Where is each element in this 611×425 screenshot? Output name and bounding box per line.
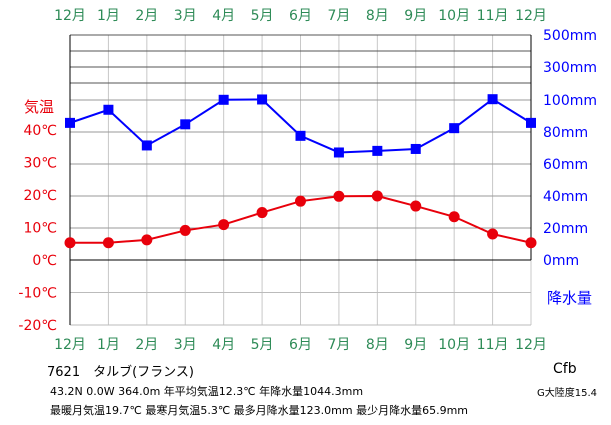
precipitation-point: [295, 130, 306, 141]
precipitation-point: [372, 145, 383, 156]
temperature-point: [487, 228, 499, 240]
temperature-point: [179, 224, 191, 236]
month-label: 7月: [327, 8, 350, 24]
temperature-point: [218, 219, 230, 231]
month-label: 2月: [135, 337, 158, 353]
month-label: 12月: [515, 8, 547, 24]
precipitation-point: [333, 147, 344, 158]
temperature-point: [102, 237, 114, 249]
temperature-point: [371, 190, 383, 202]
temperature-point: [448, 211, 460, 223]
precipitation-axis-title: 降水量: [547, 289, 592, 307]
month-label: 1月: [97, 337, 120, 353]
temperature-tick-label: 20℃: [23, 188, 57, 204]
month-label: 5月: [251, 8, 274, 24]
precipitation-tick-label: 100mm: [543, 93, 597, 109]
precipitation-point: [410, 143, 421, 154]
station-name: 7621 タルブ(フランス): [47, 365, 194, 380]
grid-lines: [69, 34, 532, 326]
temperature-axis-title: 気温: [24, 98, 54, 116]
temperature-point: [410, 200, 422, 212]
precipitation-point: [65, 117, 75, 128]
month-label: 6月: [289, 8, 312, 24]
temperature-point: [64, 237, 76, 249]
precipitation-point: [180, 119, 191, 130]
month-label: 4月: [212, 337, 235, 353]
temperature-tick-label: 0℃: [32, 253, 57, 269]
temperature-tick-label: 40℃: [23, 123, 57, 139]
month-label: 3月: [174, 337, 197, 353]
month-label: 9月: [404, 337, 427, 353]
month-label: 7月: [327, 337, 350, 353]
temperature-tick-label: -10℃: [18, 286, 57, 302]
temperature-tick-label: 30℃: [23, 156, 57, 172]
month-label: 11月: [477, 8, 509, 24]
precipitation-tick-label: 500mm: [543, 28, 597, 44]
month-labels-top: 12月 1月 2月 3月 4月 5月 6月 7月 8月 9月 10月 11月 12月: [54, 8, 547, 24]
temperature-tick-labels: 40℃ 30℃ 20℃ 10℃ 0℃ -10℃ -20℃: [18, 123, 57, 334]
temperature-point: [141, 234, 153, 246]
month-label: 3月: [174, 8, 197, 24]
temperature-point: [256, 207, 268, 219]
month-label: 6月: [289, 337, 312, 353]
temperature-tick-label: 10℃: [23, 221, 57, 237]
precipitation-point: [218, 94, 229, 105]
temperature-point: [295, 195, 306, 207]
month-label: 1月: [97, 8, 120, 24]
temperature-series: [64, 190, 537, 249]
precipitation-point: [103, 104, 114, 115]
precipitation-point: [526, 117, 536, 128]
month-label: 2月: [135, 8, 158, 24]
month-label: 4月: [212, 8, 235, 24]
precipitation-tick-label: 80mm: [543, 125, 588, 141]
precipitation-tick-labels: 500mm 300mm 100mm 80mm 60mm 40mm 20mm 0mm: [543, 28, 597, 269]
month-label: 5月: [251, 337, 274, 353]
month-label: 12月: [54, 337, 86, 353]
month-label: 11月: [477, 337, 509, 353]
axes: [69, 35, 532, 325]
station-stats-line-2: 最暖月気温19.7℃ 最寒月気温5.3℃ 最多月降水量123.0mm 最少月降水…: [50, 404, 469, 417]
precipitation-tick-label: 300mm: [543, 60, 597, 76]
precipitation-point: [487, 94, 498, 105]
precipitation-tick-label: 20mm: [543, 221, 588, 237]
precipitation-point: [449, 123, 460, 134]
month-label: 10月: [438, 337, 470, 353]
temperature-point: [333, 190, 345, 202]
month-label: 10月: [438, 8, 470, 24]
month-label: 12月: [515, 337, 547, 353]
month-label: 8月: [366, 8, 389, 24]
month-label: 12月: [54, 8, 86, 24]
precipitation-series: [65, 94, 536, 158]
month-label: 9月: [404, 8, 427, 24]
temperature-point: [525, 237, 537, 249]
precipitation-tick-label: 60mm: [543, 157, 588, 173]
precipitation-tick-label: 0mm: [543, 253, 579, 269]
month-label: 8月: [366, 337, 389, 353]
koppen-climate-class: Cfb: [553, 361, 577, 377]
continentality-index: G大陸度15.4: [537, 388, 598, 399]
precipitation-point: [141, 140, 152, 151]
precipitation-point: [257, 94, 268, 105]
station-stats-line-1: 43.2N 0.0W 364.0m 年平均気温12.3℃ 年降水量1044.3m…: [50, 385, 364, 398]
month-labels-bottom: 12月 1月 2月 3月 4月 5月 6月 7月 8月 9月 10月 11月 12月: [54, 337, 547, 353]
precipitation-tick-label: 40mm: [543, 189, 588, 205]
temperature-tick-label: -20℃: [18, 318, 57, 334]
